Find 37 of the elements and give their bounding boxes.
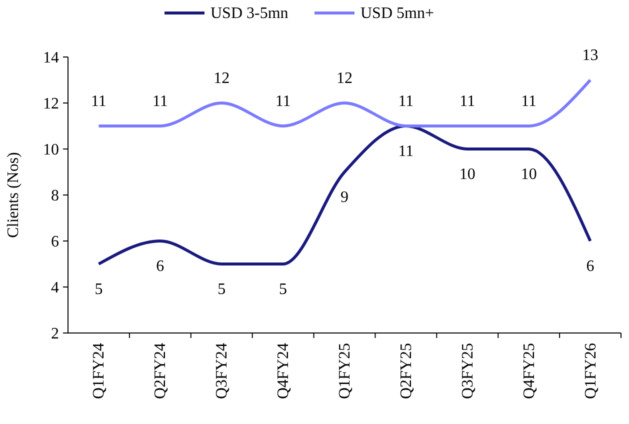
x-tick-label: Q1FY24 (90, 343, 108, 400)
data-label: 10 (459, 166, 476, 183)
data-label: 11 (398, 143, 414, 160)
data-label: 12 (336, 70, 352, 87)
x-tick-label: Q1FY26 (582, 343, 600, 400)
y-tick-label: 4 (51, 280, 59, 297)
y-tick-label: 8 (51, 188, 59, 205)
y-axis-title: Clients (Nos) (5, 152, 22, 238)
data-label: 11 (460, 93, 476, 110)
x-tick-label: Q4FY24 (275, 343, 292, 400)
data-label: 5 (279, 281, 288, 298)
data-label: 12 (214, 70, 230, 87)
data-label: 5 (218, 281, 226, 298)
y-tick-label: 2 (51, 326, 59, 343)
data-label: 11 (91, 93, 106, 110)
x-tick-label: Q2FY25 (398, 343, 415, 400)
x-tick-label: Q1FY25 (336, 343, 354, 400)
y-tick-label: 14 (43, 50, 59, 67)
data-label: 11 (398, 93, 414, 110)
data-label: 11 (275, 93, 291, 110)
y-tick-label: 6 (51, 234, 59, 251)
y-tick-label: 12 (43, 96, 59, 113)
data-label: 13 (582, 47, 598, 64)
x-tick-label: Q4FY25 (520, 343, 538, 400)
data-label: 9 (340, 189, 348, 206)
data-label: 11 (152, 93, 168, 110)
x-tick-label: Q3FY25 (459, 343, 476, 400)
data-label: 6 (586, 258, 594, 275)
data-label: 11 (521, 93, 537, 110)
data-label: 10 (520, 166, 537, 183)
legend-label: USD 5mn+ (360, 5, 434, 22)
legend-label: USD 3-5mn (210, 5, 288, 22)
x-tick-label: Q2FY24 (152, 343, 170, 400)
data-label: 5 (94, 281, 103, 298)
x-tick-label: Q3FY24 (214, 343, 231, 400)
y-tick-label: 10 (43, 142, 59, 159)
data-label: 6 (156, 258, 164, 275)
